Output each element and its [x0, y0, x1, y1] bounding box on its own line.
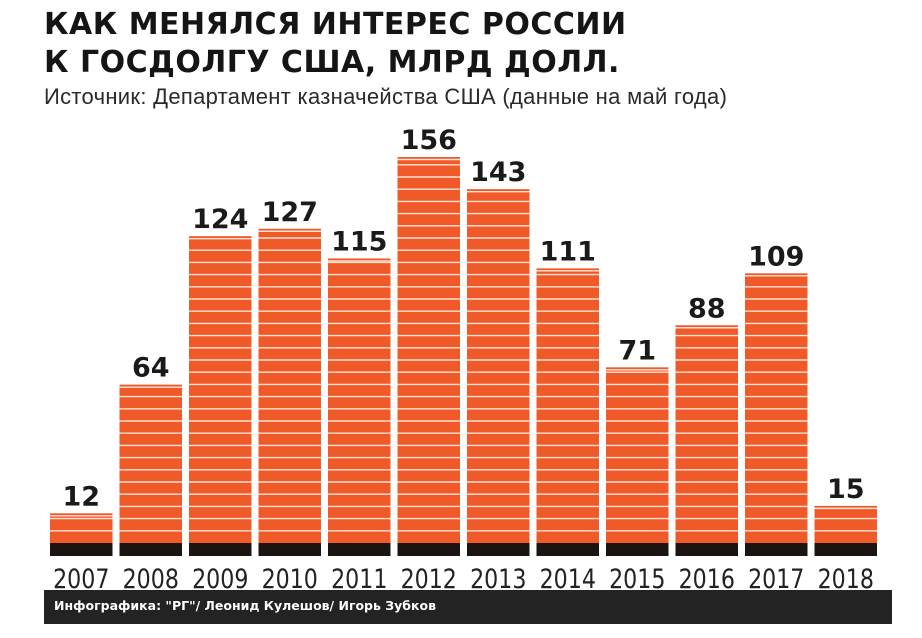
data-label: 12	[62, 481, 100, 512]
bar-2010: 127 2010	[258, 197, 321, 590]
bar-base	[675, 543, 738, 556]
bar-rect	[536, 268, 599, 543]
x-tick-label: 2016	[679, 563, 735, 590]
bar-rect	[328, 258, 391, 543]
x-tick-label: 2011	[331, 563, 387, 590]
bar-rect	[467, 189, 530, 543]
data-label: 15	[827, 474, 865, 505]
data-label: 127	[262, 197, 318, 228]
bar-base	[397, 543, 460, 556]
data-label: 124	[192, 204, 248, 235]
bar-base	[606, 543, 669, 556]
data-label: 111	[540, 236, 596, 267]
chart-title-line-1: КАК МЕНЯЛСЯ ИНТЕРЕС РОССИИ	[44, 7, 627, 42]
bar-2018: 15 2018	[814, 474, 877, 590]
bar-base	[189, 543, 252, 556]
chart-title-line-2: К ГОСДОЛГУ США, МЛРД ДОЛЛ.	[44, 45, 620, 80]
data-label: 156	[401, 125, 457, 156]
bar-2011: 115 2011	[328, 226, 391, 590]
bar-base	[745, 543, 808, 556]
x-tick-label: 2018	[818, 563, 874, 590]
x-tick-label: 2013	[470, 563, 526, 590]
bar-base	[328, 543, 391, 556]
bar-2013: 143 2013	[467, 157, 530, 590]
data-label: 115	[331, 226, 387, 257]
bar-rect	[397, 157, 460, 543]
bar-base	[467, 543, 530, 556]
bar-chart: 12 2007 64 2008 124 2009 127 2010 115 2011 156 2012…	[50, 125, 877, 590]
chart-subtitle: Источник: Департамент казначейства США (…	[44, 84, 728, 109]
credits-bar: Инфографика: "РГ"/ Леонид Кулешов/ Игорь…	[44, 590, 892, 624]
x-tick-label: 2015	[609, 563, 665, 590]
bar-rect	[606, 367, 669, 543]
data-label: 64	[132, 353, 170, 384]
bar-rect	[814, 505, 877, 543]
bar-rect	[675, 325, 738, 543]
x-tick-label: 2007	[53, 563, 109, 590]
chart-title: КАК МЕНЯЛСЯ ИНТЕРЕС РОССИИ К ГОСДОЛГУ СШ…	[44, 6, 627, 82]
data-label: 88	[688, 293, 726, 324]
x-tick-label: 2009	[192, 563, 248, 590]
bar-2015: 71 2015	[606, 335, 669, 590]
x-tick-label: 2017	[748, 563, 804, 590]
bar-base	[536, 543, 599, 556]
bar-rect	[189, 236, 252, 543]
bar-rect	[50, 513, 113, 543]
data-label: 71	[618, 335, 656, 366]
bar-base	[119, 543, 182, 556]
bar-2008: 64 2008	[119, 353, 182, 590]
bar-2017: 109 2017	[745, 241, 808, 590]
bar-2007: 12 2007	[50, 481, 113, 590]
credits-text: Инфографика: "РГ"/ Леонид Кулешов/ Игорь…	[54, 598, 437, 613]
x-tick-label: 2008	[123, 563, 179, 590]
x-tick-label: 2012	[401, 563, 457, 590]
x-tick-label: 2014	[540, 563, 596, 590]
data-label: 143	[470, 157, 526, 188]
data-label: 109	[748, 241, 804, 272]
bar-2009: 124 2009	[189, 204, 252, 590]
bar-base	[258, 543, 321, 556]
bar-base	[814, 543, 877, 556]
bar-base	[50, 543, 113, 556]
bar-rect	[258, 228, 321, 543]
bar-2012: 156 2012	[397, 125, 460, 590]
bar-rect	[119, 384, 182, 543]
bar-2014: 111 2014	[536, 236, 599, 590]
x-tick-label: 2010	[262, 563, 318, 590]
bar-2016: 88 2016	[675, 293, 738, 590]
